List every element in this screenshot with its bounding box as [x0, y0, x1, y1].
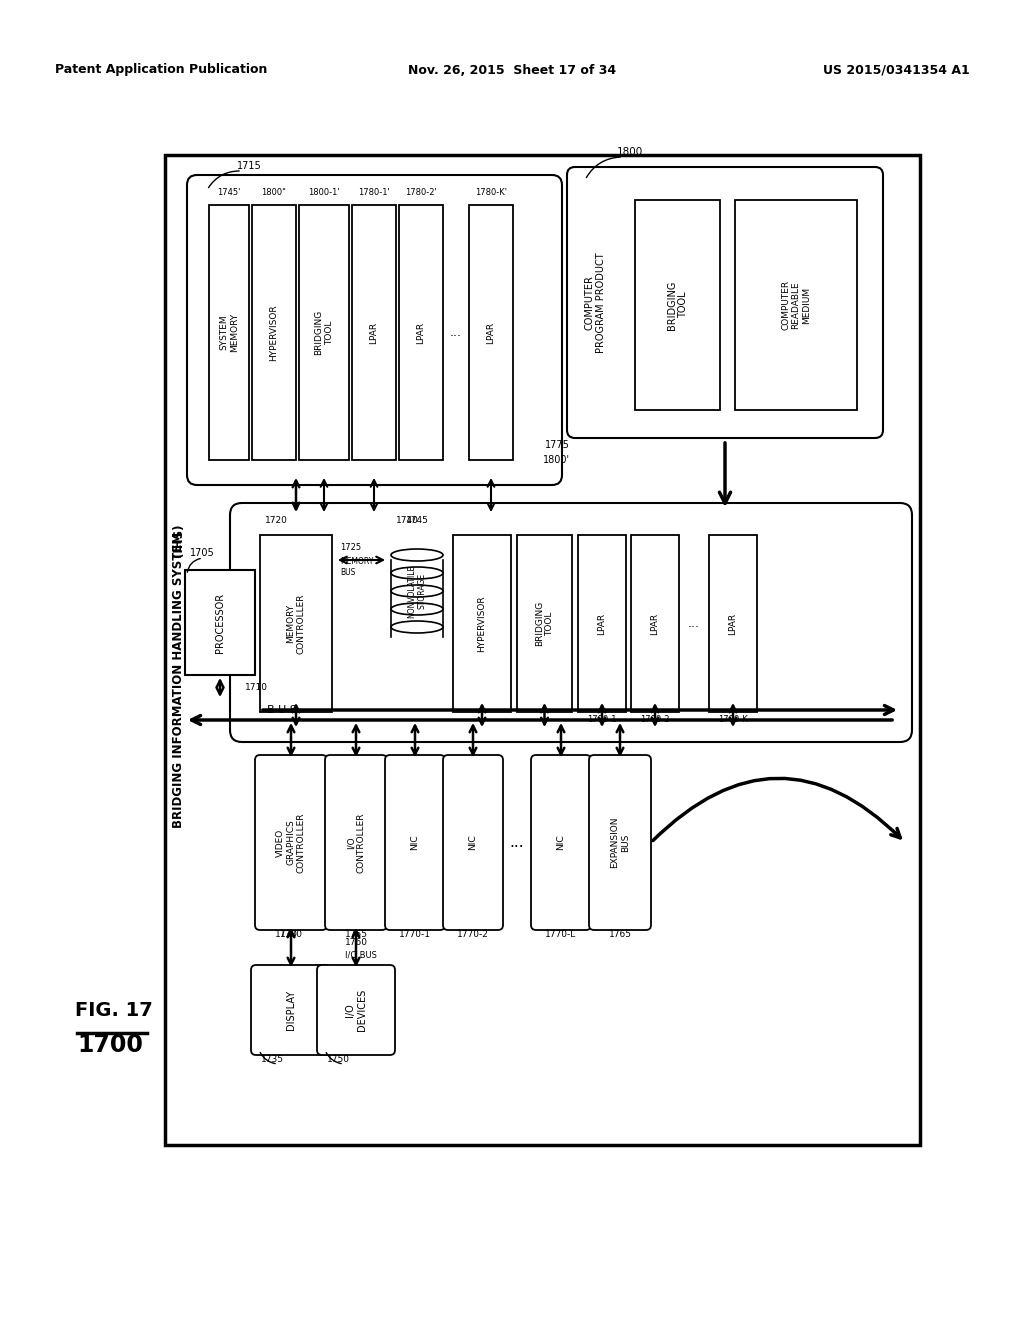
Ellipse shape	[391, 603, 443, 615]
Text: SYSTEM
MEMORY: SYSTEM MEMORY	[219, 313, 239, 352]
Bar	[185, 570, 255, 675]
FancyBboxPatch shape	[567, 168, 883, 438]
Text: MEMORY
BUS: MEMORY BUS	[340, 557, 374, 577]
Text: 1750: 1750	[327, 1055, 350, 1064]
Bar	[352, 205, 396, 459]
Bar	[299, 205, 349, 459]
Text: NIC: NIC	[411, 834, 420, 850]
FancyBboxPatch shape	[385, 755, 445, 931]
Text: 1730: 1730	[280, 931, 302, 939]
Text: 1780-2: 1780-2	[640, 715, 670, 723]
Text: 1755: 1755	[344, 931, 368, 939]
Text: MEMORY
CONTROLLER: MEMORY CONTROLLER	[287, 593, 306, 653]
Text: 1720: 1720	[265, 516, 288, 525]
Bar	[517, 535, 572, 711]
Bar	[469, 205, 513, 459]
Text: 1800": 1800"	[261, 187, 287, 197]
Text: LPAR: LPAR	[417, 322, 426, 343]
Text: 1715: 1715	[237, 161, 261, 172]
Text: 1780-2': 1780-2'	[406, 187, 437, 197]
Text: 1710: 1710	[245, 682, 268, 692]
Text: LPAR: LPAR	[597, 612, 606, 635]
Bar	[165, 154, 920, 1144]
FancyBboxPatch shape	[589, 755, 651, 931]
Text: I/O BUS: I/O BUS	[345, 950, 377, 960]
Text: HYPERVISOR: HYPERVISOR	[269, 304, 279, 360]
Ellipse shape	[391, 549, 443, 561]
Bar	[578, 535, 626, 711]
Text: 1800-1': 1800-1'	[308, 187, 340, 197]
Text: 1760: 1760	[344, 939, 368, 946]
Text: 1780-K: 1780-K	[718, 715, 748, 723]
Text: 1775: 1775	[545, 440, 570, 450]
Text: LPAR: LPAR	[486, 322, 496, 343]
FancyBboxPatch shape	[531, 755, 591, 931]
FancyBboxPatch shape	[187, 176, 562, 484]
Text: 1740: 1740	[395, 516, 419, 525]
Text: BRIDGING
TOOL: BRIDGING TOOL	[535, 601, 554, 645]
Text: BRIDGING
TOOL: BRIDGING TOOL	[314, 310, 334, 355]
Bar	[635, 201, 720, 411]
Ellipse shape	[391, 620, 443, 634]
Text: 1765: 1765	[608, 931, 632, 939]
Bar	[260, 535, 332, 711]
Text: NIC: NIC	[469, 834, 477, 850]
Text: LPAR: LPAR	[650, 612, 659, 635]
Text: 1800': 1800'	[543, 455, 570, 465]
Text: ...: ...	[688, 616, 700, 630]
Text: HYPERVISOR: HYPERVISOR	[477, 595, 486, 652]
Text: BRIDGING INFORMATION HANDLING SYSTEM: BRIDGING INFORMATION HANDLING SYSTEM	[172, 532, 185, 828]
Text: 1780-K': 1780-K'	[475, 187, 507, 197]
Text: Nov. 26, 2015  Sheet 17 of 34: Nov. 26, 2015 Sheet 17 of 34	[408, 63, 616, 77]
Text: NIC: NIC	[556, 834, 565, 850]
FancyBboxPatch shape	[255, 755, 327, 931]
FancyBboxPatch shape	[325, 755, 387, 931]
FancyBboxPatch shape	[251, 965, 331, 1055]
Text: COMPUTER
READABLE
MEDIUM: COMPUTER READABLE MEDIUM	[781, 280, 811, 330]
Text: 1800: 1800	[616, 147, 643, 157]
Bar	[453, 535, 511, 711]
Bar	[399, 205, 443, 459]
Ellipse shape	[391, 585, 443, 597]
Text: 1780-1': 1780-1'	[358, 187, 390, 197]
Text: 1745: 1745	[406, 516, 428, 525]
Text: 1745': 1745'	[217, 187, 241, 197]
Text: I/O
DEVICES: I/O DEVICES	[345, 989, 367, 1031]
Text: 1770-2: 1770-2	[457, 931, 488, 939]
Bar	[209, 205, 249, 459]
Text: B U S: B U S	[267, 705, 297, 715]
Bar	[709, 535, 757, 711]
Bar	[252, 205, 296, 459]
FancyBboxPatch shape	[317, 965, 395, 1055]
Text: 1705: 1705	[190, 548, 215, 558]
Text: Patent Application Publication: Patent Application Publication	[55, 63, 267, 77]
Text: 1730: 1730	[274, 931, 298, 939]
Text: (IHS): (IHS)	[172, 523, 185, 557]
Text: COMPUTER
PROGRAM PRODUCT: COMPUTER PROGRAM PRODUCT	[585, 252, 606, 352]
Text: PROCESSOR: PROCESSOR	[215, 593, 225, 652]
Bar	[735, 201, 857, 411]
Text: VIDEO
GRAPHICS
CONTROLLER: VIDEO GRAPHICS CONTROLLER	[276, 812, 306, 873]
Text: I/O
CONTROLLER: I/O CONTROLLER	[346, 812, 366, 873]
Text: ...: ...	[450, 326, 462, 339]
FancyBboxPatch shape	[230, 503, 912, 742]
Text: BRIDGING
TOOL: BRIDGING TOOL	[667, 280, 688, 330]
Text: 1770-L: 1770-L	[546, 931, 577, 939]
Text: FIG. 17: FIG. 17	[75, 1001, 153, 1019]
Text: NONVOLATILE
STORAGE: NONVOLATILE STORAGE	[408, 565, 427, 618]
Text: 1700: 1700	[77, 1034, 143, 1057]
Text: DISPLAY: DISPLAY	[286, 990, 296, 1030]
Ellipse shape	[391, 568, 443, 579]
Text: ...: ...	[510, 836, 524, 850]
Text: EXPANSION
BUS: EXPANSION BUS	[610, 817, 630, 869]
Text: LPAR: LPAR	[370, 322, 379, 343]
Text: 1735: 1735	[261, 1055, 284, 1064]
Text: 1780-1: 1780-1	[587, 715, 616, 723]
Text: US 2015/0341354 A1: US 2015/0341354 A1	[823, 63, 970, 77]
FancyBboxPatch shape	[443, 755, 503, 931]
Bar	[631, 535, 679, 711]
Text: LPAR: LPAR	[728, 612, 737, 635]
Text: 1770-1: 1770-1	[399, 931, 431, 939]
Text: 1725: 1725	[340, 543, 361, 552]
